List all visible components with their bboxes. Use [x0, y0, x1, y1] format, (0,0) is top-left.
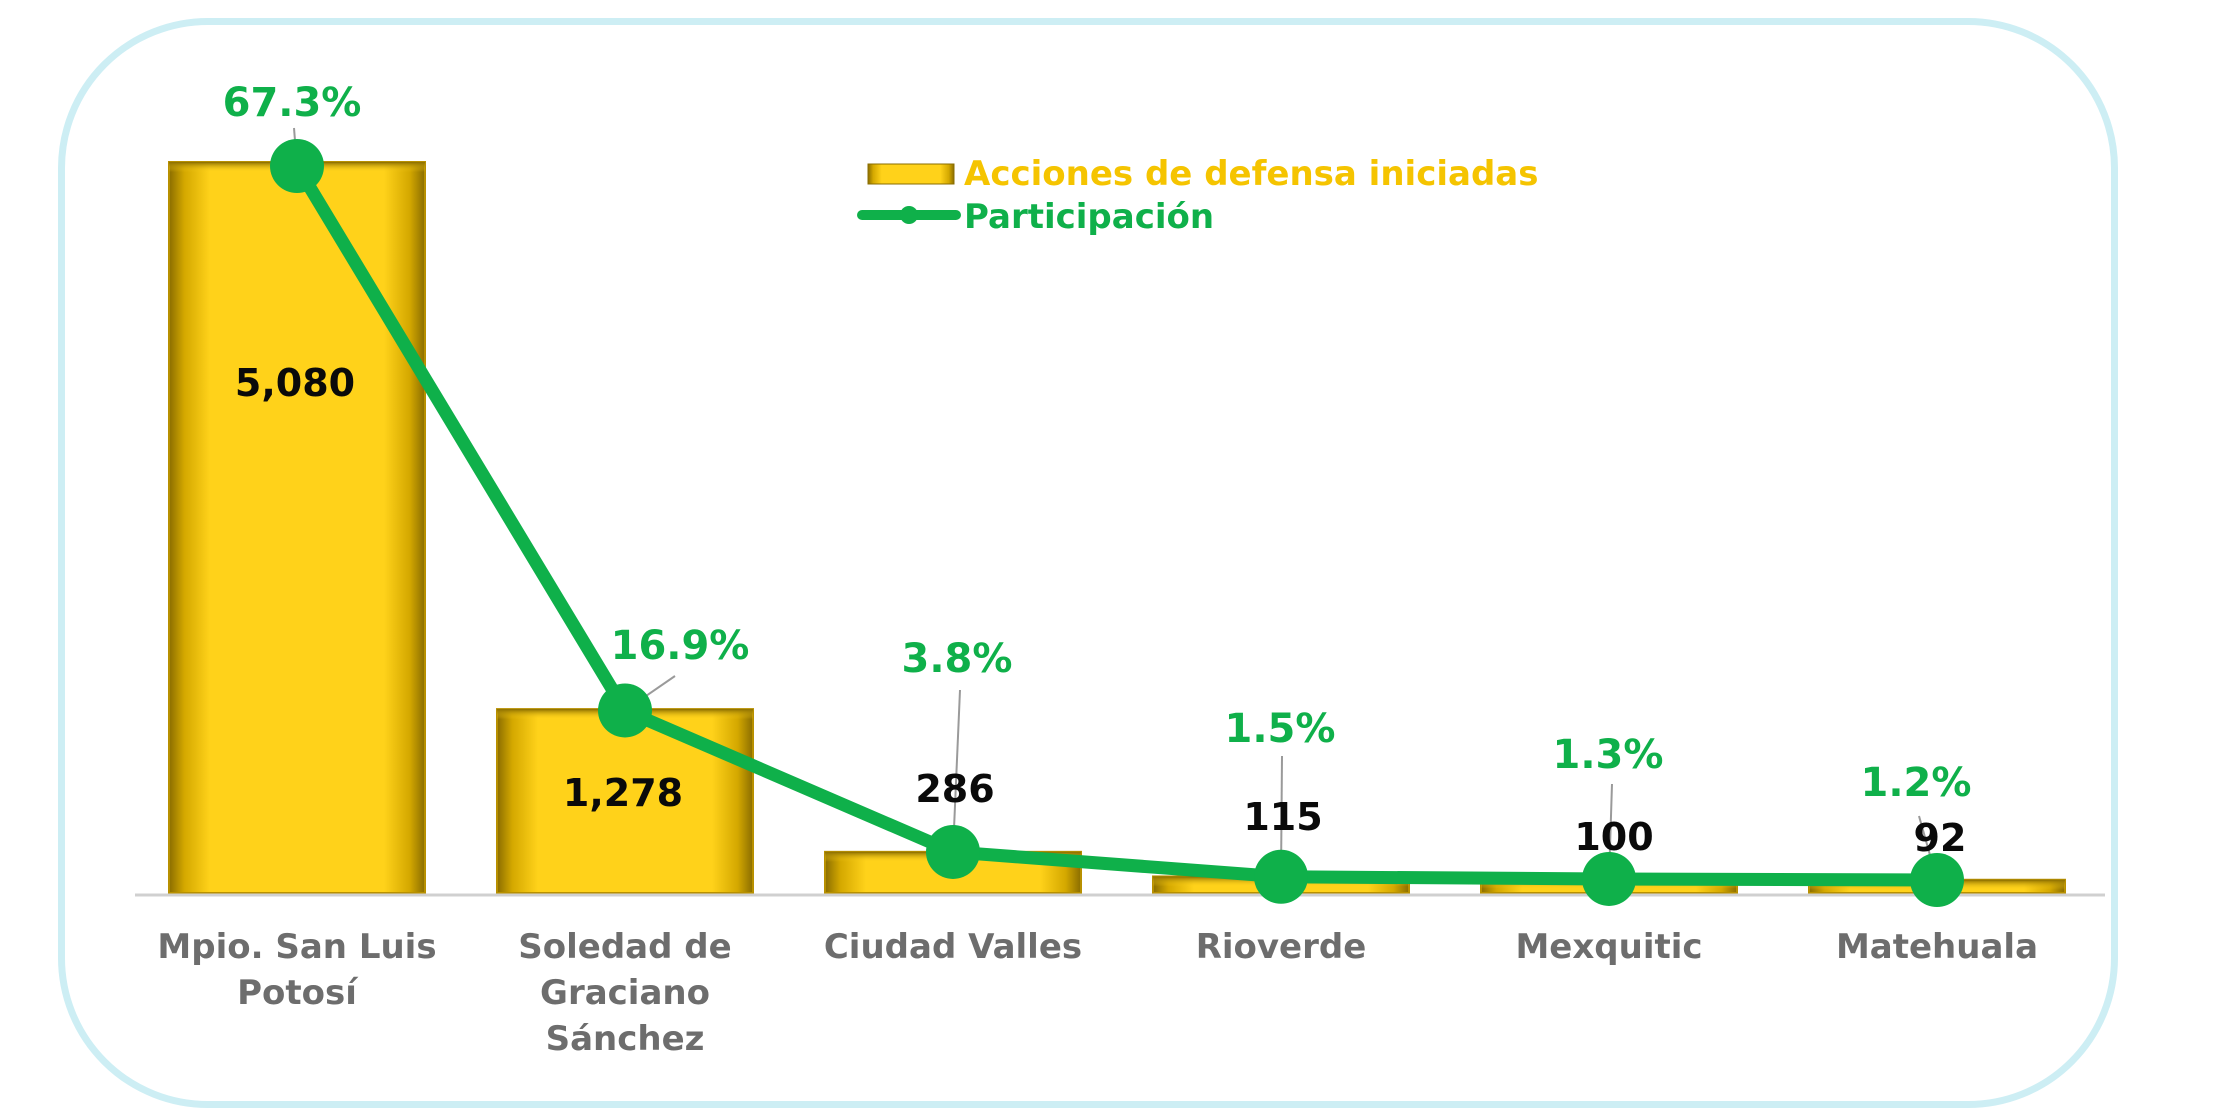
category-label-4: Mexquitic	[1515, 927, 1702, 967]
line-value-label-1: 16.9%	[611, 623, 750, 669]
category-label-line: Potosí	[237, 973, 359, 1013]
bar-value-label-2: 286	[915, 767, 994, 811]
bar-0	[168, 161, 426, 894]
legend-bar-swatch	[867, 163, 955, 185]
category-label-2: Ciudad Valles	[824, 927, 1082, 967]
category-label-0: Mpio. San Luis Potosí	[157, 927, 436, 1013]
line-marker-2	[926, 824, 980, 879]
category-label-5: Matehuala	[1836, 927, 2038, 967]
line-value-label-0: 67.3%	[223, 80, 362, 126]
category-label-1: Soledad de Graciano Sánchez	[518, 927, 731, 1059]
category-label-line: Mpio. San Luis	[157, 927, 436, 967]
line-value-label-4: 1.3%	[1553, 732, 1664, 778]
bar-value-label-3: 115	[1243, 795, 1322, 839]
category-label-3: Rioverde	[1196, 927, 1367, 967]
line-value-label-5: 1.2%	[1861, 760, 1972, 806]
line-marker-1	[598, 683, 652, 738]
bar-1	[496, 708, 754, 894]
legend: Acciones de defensa iniciadas Participac…	[857, 154, 1538, 237]
participation-line	[290, 159, 1944, 887]
line-marker-0	[270, 139, 324, 193]
category-label-line: Soledad de	[518, 927, 731, 967]
category-label-line: Sánchez	[546, 1019, 705, 1059]
line-value-label-3: 1.5%	[1225, 706, 1336, 752]
category-label-line: Matehuala	[1836, 927, 2038, 967]
category-label-line: Mexquitic	[1515, 927, 1702, 967]
line-marker-4	[1582, 851, 1636, 906]
bars-layer	[168, 161, 2066, 895]
bar-value-label-0: 5,080	[235, 361, 355, 405]
category-labels: Mpio. San Luis Potosí Soledad de Graciano Sá…	[157, 927, 2038, 1059]
legend-line-label: Participación	[964, 197, 1214, 237]
line-value-labels: 67.3% 16.9% 3.8% 1.5% 1.3% 1.2%	[223, 80, 1972, 806]
line-value-label-2: 3.8%	[902, 636, 1013, 682]
category-label-line: Rioverde	[1196, 927, 1367, 967]
category-label-line: Ciudad Valles	[824, 927, 1082, 967]
bar-value-label-1: 1,278	[563, 771, 683, 815]
legend-line-marker	[900, 206, 918, 224]
line-marker-5	[1910, 853, 1964, 908]
bar-value-label-4: 100	[1574, 815, 1653, 859]
bar-value-labels: 5,080 1,278 286 115 100 92	[235, 361, 1967, 860]
line-marker-3	[1254, 849, 1308, 904]
bar-value-label-5: 92	[1914, 816, 1967, 860]
line-series	[270, 139, 1964, 908]
leader-line-2	[952, 689, 961, 852]
category-label-line: Graciano	[540, 973, 710, 1013]
legend-bar-label: Acciones de defensa iniciadas	[964, 154, 1538, 194]
